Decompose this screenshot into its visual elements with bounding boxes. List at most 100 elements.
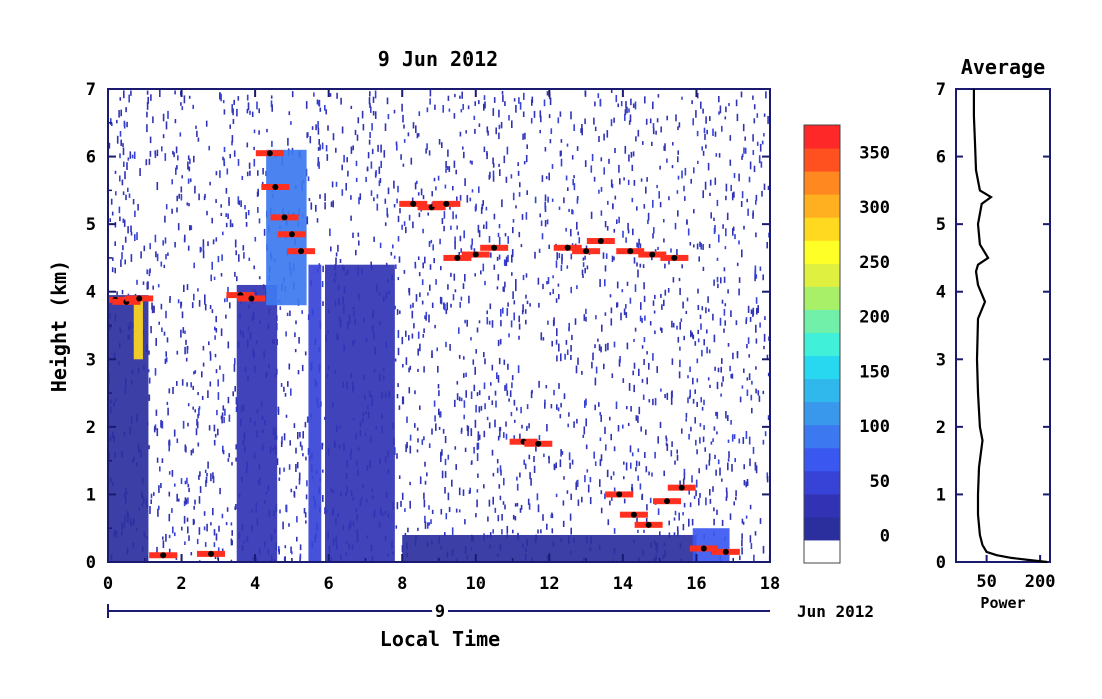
cloud-top-point <box>281 214 288 221</box>
cloud-top-point <box>160 552 167 559</box>
y-tick-label: 2 <box>86 418 96 438</box>
profile-y-tick-label: 7 <box>936 80 946 100</box>
colorbar-swatch <box>804 424 840 449</box>
cloud-top-point <box>649 251 656 258</box>
cloud-top-point <box>564 244 571 251</box>
x-tick-label: 0 <box>103 574 113 594</box>
cloud-top-point <box>266 150 273 157</box>
echo-band <box>308 264 322 562</box>
x-tick-label: 12 <box>539 574 559 594</box>
average-power-line <box>972 89 1048 564</box>
profile-y-tick-label: 2 <box>936 418 946 438</box>
cloud-top-point <box>207 550 214 557</box>
cloud-top-markers <box>108 150 740 559</box>
profile-y-tick-label: 3 <box>936 350 946 370</box>
y-tick-label: 1 <box>86 485 96 505</box>
profile-y-tick-label: 6 <box>936 148 946 168</box>
colorbar-swatch <box>804 263 840 287</box>
colorbar-swatch <box>804 217 840 241</box>
x-tick-label: 10 <box>466 574 486 594</box>
cloud-top-point <box>671 254 678 261</box>
cloud-top-point <box>136 295 143 302</box>
x-tick-label: 2 <box>176 574 186 594</box>
cloud-top-point <box>678 484 685 491</box>
main-plot-frame <box>107 88 771 563</box>
colorbar-tick-label: 300 <box>859 198 890 218</box>
colorbar-swatch <box>804 355 840 380</box>
x-axis: 0 2 4 6 8 10 12 14 16 18 <box>103 89 780 594</box>
colorbar-tick-label: 350 <box>859 143 890 163</box>
cloud-top-point <box>248 295 255 302</box>
cloud-top-point <box>597 238 604 245</box>
cloud-top-point <box>272 183 279 190</box>
cloud-top-point <box>630 511 637 518</box>
cloud-top-point <box>535 440 542 447</box>
colorbar-tick-label: 200 <box>859 308 890 328</box>
echo-band <box>692 528 730 562</box>
colorbar-swatch <box>804 194 840 218</box>
cloud-top-point <box>583 248 590 255</box>
echo-band <box>236 284 278 562</box>
colorbar-tick-label: 250 <box>859 253 890 273</box>
cloud-top-point <box>472 251 479 258</box>
profile-title: Average <box>961 55 1045 79</box>
profile-y-tick-label: 4 <box>936 283 946 303</box>
y-tick-label: 0 <box>86 553 96 573</box>
profile-plot-frame <box>955 88 1051 563</box>
colorbar-swatch <box>804 447 840 472</box>
cloud-top-point <box>616 491 623 498</box>
colorbar-swatch <box>804 148 840 172</box>
cloud-top-point <box>491 244 498 251</box>
x-tick-label: 18 <box>760 574 780 594</box>
date-axis-day: 9 <box>435 602 445 622</box>
cloud-top-point <box>298 248 305 255</box>
profile-y-tick-label: 5 <box>936 215 946 235</box>
cloud-top-point <box>410 200 417 207</box>
y-tick-label: 5 <box>86 215 96 235</box>
cloud-top-point <box>645 521 652 528</box>
profile-y-tick-label: 0 <box>936 553 946 573</box>
colorbar-swatch <box>804 240 840 264</box>
colorbar-swatch <box>804 171 840 195</box>
y-tick-label: 4 <box>86 283 96 303</box>
echo-band <box>133 298 143 360</box>
y-tick-label: 7 <box>86 80 96 100</box>
y-axis: 0 1 2 3 4 5 6 7 <box>86 80 770 573</box>
colorbar-tick-label: 0 <box>880 527 890 547</box>
colorbar-tick-label: 150 <box>859 362 890 382</box>
colorbar-swatch <box>804 470 840 495</box>
profile-x-label: Power <box>980 594 1025 612</box>
x-tick-label: 4 <box>250 574 260 594</box>
x-axis-label: Local Time <box>380 627 500 651</box>
chart-title: 9 Jun 2012 <box>378 47 498 71</box>
y-tick-label: 6 <box>86 148 96 168</box>
cloud-top-point <box>664 498 671 505</box>
cloud-top-point <box>288 231 295 238</box>
echo-band <box>266 149 307 306</box>
profile-axes: 0 1 2 3 4 5 6 7 50 200 <box>936 80 1056 592</box>
colorbar-swatch <box>804 309 840 333</box>
y-tick-label: 3 <box>86 350 96 370</box>
colorbar-swatch <box>804 286 840 310</box>
x-tick-label: 8 <box>397 574 407 594</box>
noise-speckle <box>108 89 770 562</box>
x-tick-label: 6 <box>324 574 334 594</box>
colorbar-swatch <box>804 516 840 541</box>
x-tick-label: 16 <box>686 574 706 594</box>
colorbar-swatch <box>804 539 840 564</box>
profile-x-tick-label: 50 <box>976 572 996 592</box>
colorbar-tick-label: 100 <box>859 417 890 437</box>
heatmap-area <box>108 89 770 562</box>
colorbar-swatch <box>804 332 840 357</box>
colorbar-tick-label: 50 <box>870 472 890 492</box>
echo-band <box>324 264 395 562</box>
cloud-top-point <box>722 548 729 555</box>
x-tick-label: 14 <box>613 574 633 594</box>
profile-x-tick-label: 200 <box>1025 572 1056 592</box>
date-axis-month: Jun 2012 <box>797 602 874 621</box>
colorbar: 0 50 100 150 200 250 300 350 <box>803 124 890 564</box>
colorbar-swatch <box>804 378 840 403</box>
cloud-top-point <box>454 254 461 261</box>
cloud-top-point <box>700 545 707 552</box>
